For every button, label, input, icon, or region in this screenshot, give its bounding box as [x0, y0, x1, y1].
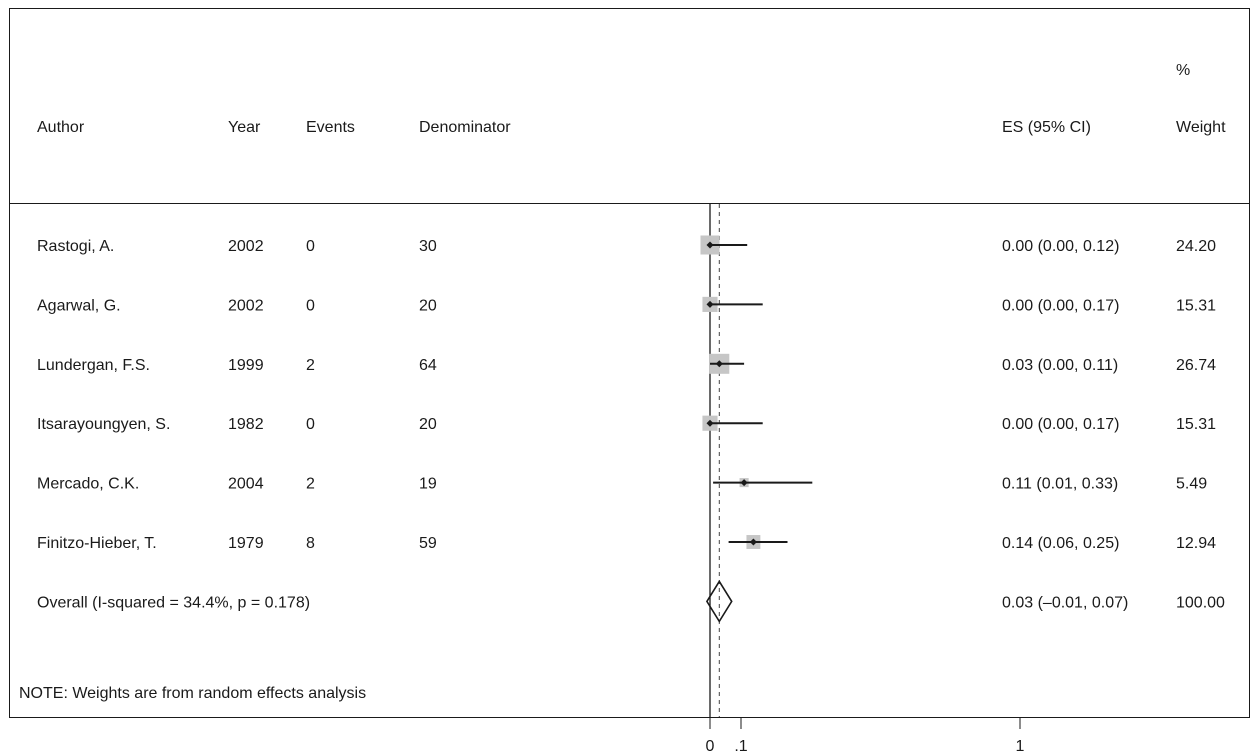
footnote: NOTE: Weights are from random effects an…: [19, 685, 366, 702]
study-es-ci: 0.14 (0.06, 0.25): [1002, 535, 1119, 552]
study-events: 0: [306, 238, 315, 255]
point-estimate: [706, 300, 714, 308]
study-author: Itsarayoungyen, S.: [37, 416, 170, 433]
study-es-ci: 0.00 (0.00, 0.17): [1002, 297, 1119, 314]
point-estimate: [749, 538, 757, 546]
study-denominator: 19: [419, 476, 437, 493]
plot-frame: [9, 8, 1250, 718]
plot-area: [700, 204, 813, 717]
study-denominator: 59: [419, 535, 437, 552]
header-events: Events: [306, 119, 355, 136]
study-weight: 15.31: [1176, 416, 1216, 433]
study-events: 0: [306, 416, 315, 433]
study-events: 0: [306, 297, 315, 314]
study-es-ci: 0.00 (0.00, 0.12): [1002, 238, 1119, 255]
header-year: Year: [228, 119, 261, 136]
x-tick-label: .1: [734, 738, 747, 752]
study-year: 1982: [228, 416, 264, 433]
x-tick-label: 0: [706, 738, 715, 752]
x-tick-label: 1: [1016, 738, 1025, 752]
study-weight: 5.49: [1176, 476, 1207, 493]
study-year: 1979: [228, 535, 264, 552]
study-denominator: 20: [419, 416, 437, 433]
study-events: 2: [306, 357, 315, 374]
study-weight: 26.74: [1176, 357, 1216, 374]
x-axis: 0.1 1: [706, 717, 1025, 752]
overall-label: Overall (I-squared = 34.4%, p = 0.178): [37, 594, 310, 611]
study-weight: 15.31: [1176, 297, 1216, 314]
point-estimate: [706, 241, 714, 249]
header-weight: Weight: [1176, 119, 1226, 136]
overall-es-ci: 0.03 (–0.01, 0.07): [1002, 594, 1128, 611]
study-author: Agarwal, G.: [37, 297, 121, 314]
study-denominator: 20: [419, 297, 437, 314]
study-author: Lundergan, F.S.: [37, 357, 150, 374]
header-es: ES (95% CI): [1002, 119, 1091, 136]
header-author: Author: [37, 119, 85, 136]
study-events: 8: [306, 535, 315, 552]
study-year: 2004: [228, 476, 264, 493]
study-year: 2002: [228, 238, 264, 255]
study-denominator: 30: [419, 238, 437, 255]
header-weight-percent: %: [1176, 62, 1190, 79]
study-year: 1999: [228, 357, 264, 374]
study-denominator: 64: [419, 357, 437, 374]
study-es-ci: 0.03 (0.00, 0.11): [1002, 357, 1118, 374]
study-author: Finitzo-Hieber, T.: [37, 535, 157, 552]
study-es-ci: 0.00 (0.00, 0.17): [1002, 416, 1119, 433]
point-estimate: [706, 419, 714, 427]
study-es-ci: 0.11 (0.01, 0.33): [1002, 476, 1118, 493]
study-author: Rastogi, A.: [37, 238, 114, 255]
point-estimate: [740, 479, 748, 487]
study-author: Mercado, C.K.: [37, 476, 139, 493]
study-events: 2: [306, 476, 315, 493]
study-rows: Rastogi, A. 2002 0 30 0.00 (0.00, 0.12) 24.20…: [37, 238, 1225, 611]
point-estimate: [715, 360, 723, 368]
study-weight: 24.20: [1176, 238, 1216, 255]
overall-weight: 100.00: [1176, 594, 1225, 611]
header-denominator: Denominator: [419, 119, 511, 136]
study-weight: 12.94: [1176, 535, 1216, 552]
study-year: 2002: [228, 297, 264, 314]
overall-diamond: [705, 579, 733, 623]
